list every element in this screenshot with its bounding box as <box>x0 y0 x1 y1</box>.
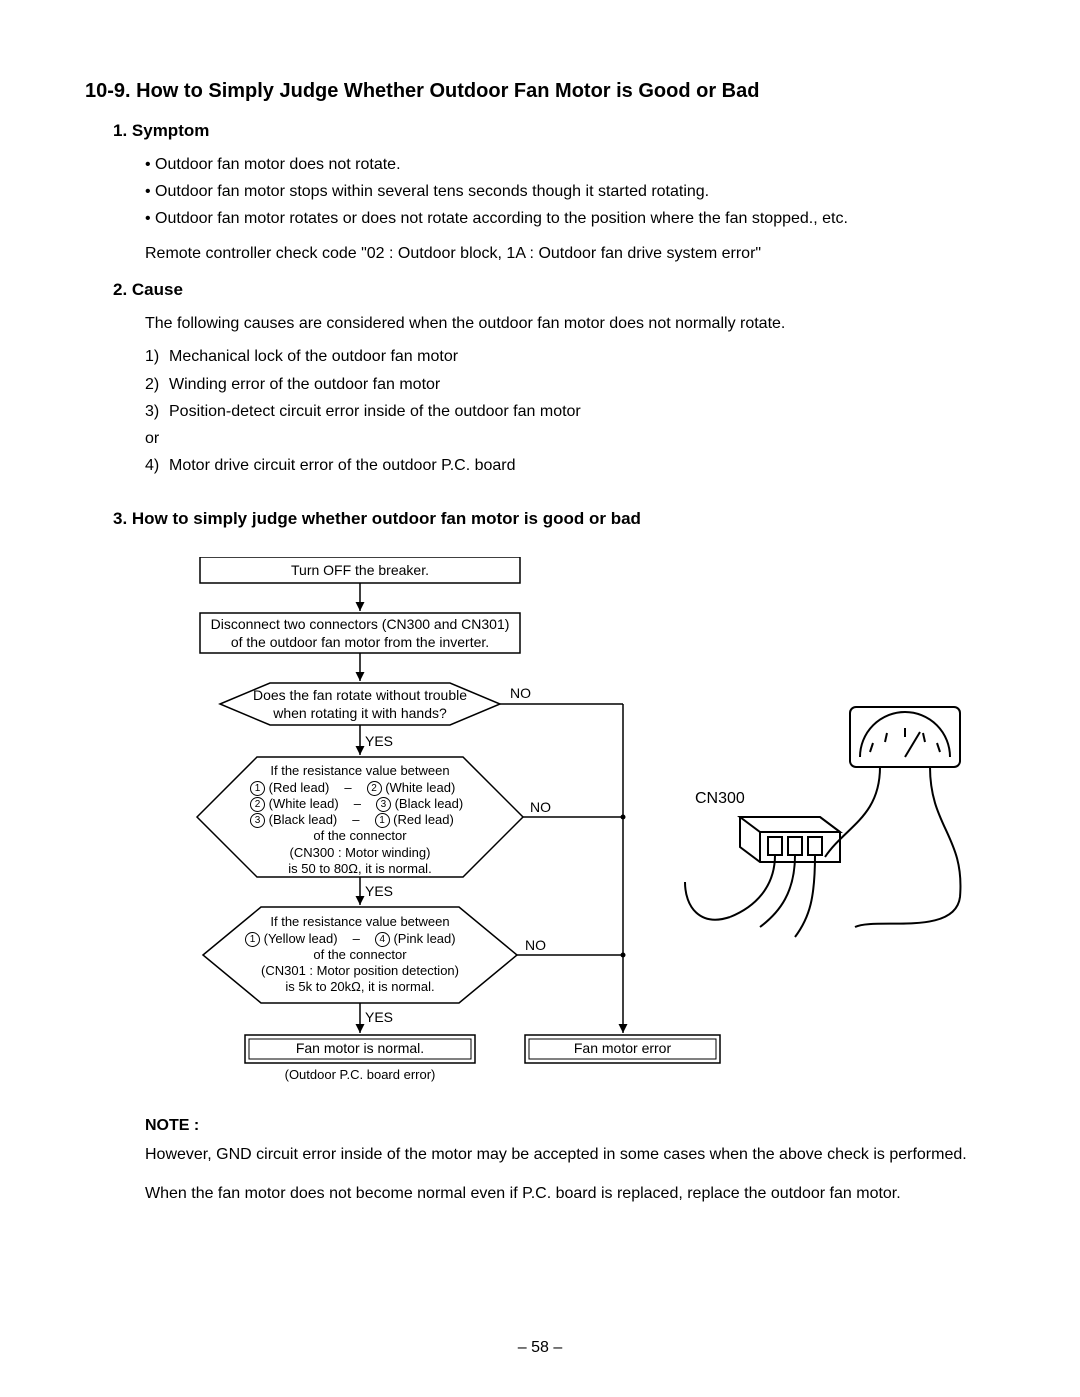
yes-label: YES <box>365 733 393 751</box>
flow-decision-1: Does the fan rotate without trouble when… <box>240 687 480 722</box>
note-paragraph: However, GND circuit error inside of the… <box>145 1143 995 1168</box>
flow-step-1: Turn OFF the breaker. <box>200 562 520 580</box>
result-normal-sub: (Outdoor P.C. board error) <box>245 1067 475 1083</box>
result-normal: Fan motor is normal. <box>245 1040 475 1058</box>
yes-label: YES <box>365 1009 393 1027</box>
flow-decision-3: If the resistance value between 1 (Yello… <box>230 914 490 995</box>
flow-decision-2: If the resistance value between 1 (Red l… <box>230 763 490 877</box>
cause-intro: The following causes are considered when… <box>145 310 995 337</box>
flow-dec2-l7: is 50 to 80Ω, it is normal. <box>288 861 431 876</box>
flow-dec2-l1: If the resistance value between <box>270 763 449 778</box>
section-title: 10-9. How to Simply Judge Whether Outdoo… <box>85 80 995 103</box>
yes-label: YES <box>365 883 393 901</box>
flow-dec2-l5: of the connector <box>313 828 406 843</box>
cause-text: Mechanical lock of the outdoor fan motor <box>169 348 458 365</box>
judge-heading: 3. How to simply judge whether outdoor f… <box>113 509 995 529</box>
cause-num: 2) <box>145 371 169 398</box>
note-paragraph: When the fan motor does not become norma… <box>145 1182 995 1207</box>
flow-dec1-l2: when rotating it with hands? <box>273 705 447 721</box>
flowchart: Turn OFF the breaker. Disconnect two con… <box>145 557 985 1117</box>
flow-dec3-l1: If the resistance value between <box>270 914 449 929</box>
cause-num: 3) <box>145 398 169 425</box>
cause-num: 1) <box>145 343 169 370</box>
flow-step-2-l1: Disconnect two connectors (CN300 and CN3… <box>211 616 510 632</box>
page: 10-9. How to Simply Judge Whether Outdoo… <box>0 0 1080 1397</box>
no-label: NO <box>510 685 531 703</box>
cause-list: 1)Mechanical lock of the outdoor fan mot… <box>145 343 995 479</box>
no-label: NO <box>525 937 546 955</box>
cause-heading: 2. Cause <box>113 280 995 300</box>
flow-dec3-l3: of the connector <box>313 947 406 962</box>
flow-dec3-l4: (CN301 : Motor position detection) <box>261 963 459 978</box>
note-heading: NOTE : <box>145 1117 995 1135</box>
no-label: NO <box>530 799 551 817</box>
cause-or: or <box>145 425 995 452</box>
flow-step-2-l2: of the outdoor fan motor from the invert… <box>231 634 489 650</box>
flow-dec1-l1: Does the fan rotate without trouble <box>253 687 467 703</box>
symptom-list: Outdoor fan motor does not rotate. Outdo… <box>85 151 995 233</box>
symptom-item: Outdoor fan motor stops within several t… <box>145 178 995 205</box>
page-number: – 58 – <box>0 1339 1080 1357</box>
symptom-heading: 1. Symptom <box>113 121 995 141</box>
check-code: Remote controller check code "02 : Outdo… <box>145 241 995 267</box>
flow-dec2-l6: (CN300 : Motor winding) <box>290 845 431 860</box>
cause-text: Position-detect circuit error inside of … <box>169 403 581 420</box>
symptom-item: Outdoor fan motor rotates or does not ro… <box>145 205 995 232</box>
cause-num: 4) <box>145 452 169 479</box>
result-error: Fan motor error <box>525 1040 720 1058</box>
cause-text: Winding error of the outdoor fan motor <box>169 376 440 393</box>
symptom-item: Outdoor fan motor does not rotate. <box>145 151 995 178</box>
cause-text: Motor drive circuit error of the outdoor… <box>169 457 516 474</box>
cn300-label: CN300 <box>695 789 745 809</box>
flow-step-2: Disconnect two connectors (CN300 and CN3… <box>200 616 520 651</box>
flow-dec3-l5: is 5k to 20kΩ, it is normal. <box>285 979 434 994</box>
